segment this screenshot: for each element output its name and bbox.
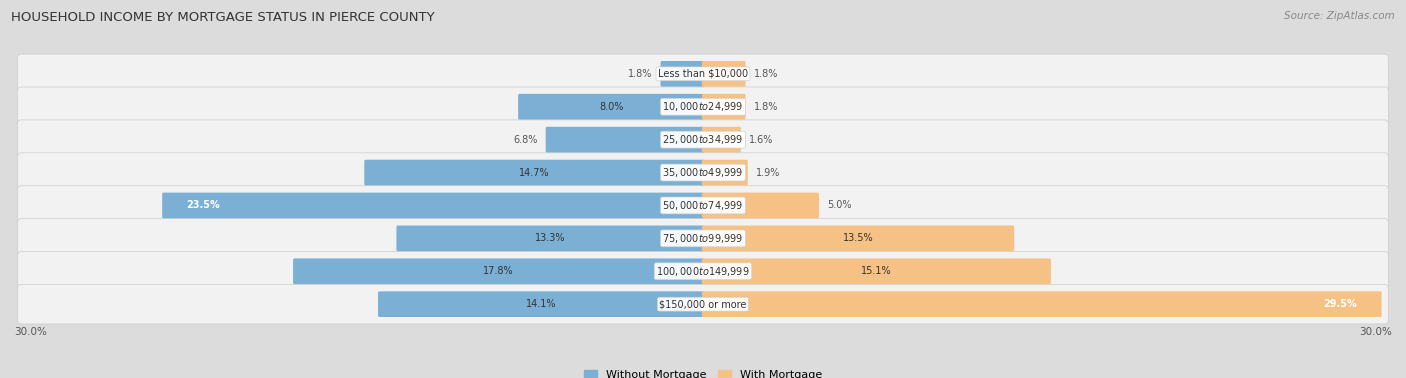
FancyBboxPatch shape	[17, 284, 1389, 324]
Text: 15.1%: 15.1%	[860, 266, 891, 276]
FancyBboxPatch shape	[292, 259, 704, 284]
Text: 1.8%: 1.8%	[628, 69, 652, 79]
Text: 17.8%: 17.8%	[484, 266, 515, 276]
FancyBboxPatch shape	[702, 94, 745, 119]
Text: $25,000 to $34,999: $25,000 to $34,999	[662, 133, 744, 146]
FancyBboxPatch shape	[17, 251, 1389, 291]
Text: 8.0%: 8.0%	[599, 102, 623, 112]
FancyBboxPatch shape	[661, 61, 704, 87]
FancyBboxPatch shape	[396, 226, 704, 251]
Text: 14.1%: 14.1%	[526, 299, 557, 309]
FancyBboxPatch shape	[17, 186, 1389, 225]
FancyBboxPatch shape	[364, 160, 704, 185]
Text: 6.8%: 6.8%	[513, 135, 537, 145]
FancyBboxPatch shape	[702, 291, 1382, 317]
Text: $10,000 to $24,999: $10,000 to $24,999	[662, 100, 744, 113]
Text: $75,000 to $99,999: $75,000 to $99,999	[662, 232, 744, 245]
FancyBboxPatch shape	[702, 193, 818, 218]
Text: Source: ZipAtlas.com: Source: ZipAtlas.com	[1284, 11, 1395, 21]
FancyBboxPatch shape	[702, 160, 748, 185]
FancyBboxPatch shape	[162, 193, 704, 218]
FancyBboxPatch shape	[17, 54, 1389, 94]
FancyBboxPatch shape	[378, 291, 704, 317]
Legend: Without Mortgage, With Mortgage: Without Mortgage, With Mortgage	[579, 365, 827, 378]
FancyBboxPatch shape	[17, 218, 1389, 258]
FancyBboxPatch shape	[17, 87, 1389, 127]
Text: $100,000 to $149,999: $100,000 to $149,999	[657, 265, 749, 278]
Text: 13.3%: 13.3%	[536, 233, 565, 243]
FancyBboxPatch shape	[702, 226, 1014, 251]
Text: 29.5%: 29.5%	[1323, 299, 1358, 309]
FancyBboxPatch shape	[546, 127, 704, 152]
Text: 1.9%: 1.9%	[756, 167, 780, 178]
Text: Less than $10,000: Less than $10,000	[658, 69, 748, 79]
Text: 30.0%: 30.0%	[14, 327, 46, 336]
FancyBboxPatch shape	[702, 61, 745, 87]
Text: $35,000 to $49,999: $35,000 to $49,999	[662, 166, 744, 179]
Text: $150,000 or more: $150,000 or more	[659, 299, 747, 309]
Text: $50,000 to $74,999: $50,000 to $74,999	[662, 199, 744, 212]
Text: 5.0%: 5.0%	[827, 200, 852, 211]
Text: 13.5%: 13.5%	[842, 233, 873, 243]
FancyBboxPatch shape	[519, 94, 704, 119]
Text: 14.7%: 14.7%	[519, 167, 550, 178]
Text: 1.8%: 1.8%	[754, 102, 778, 112]
FancyBboxPatch shape	[17, 153, 1389, 192]
Text: HOUSEHOLD INCOME BY MORTGAGE STATUS IN PIERCE COUNTY: HOUSEHOLD INCOME BY MORTGAGE STATUS IN P…	[11, 11, 434, 24]
Text: 30.0%: 30.0%	[1360, 327, 1392, 336]
FancyBboxPatch shape	[702, 259, 1050, 284]
FancyBboxPatch shape	[702, 127, 741, 152]
Text: 1.6%: 1.6%	[749, 135, 773, 145]
Text: 1.8%: 1.8%	[754, 69, 778, 79]
Text: 23.5%: 23.5%	[186, 200, 221, 211]
FancyBboxPatch shape	[17, 120, 1389, 160]
